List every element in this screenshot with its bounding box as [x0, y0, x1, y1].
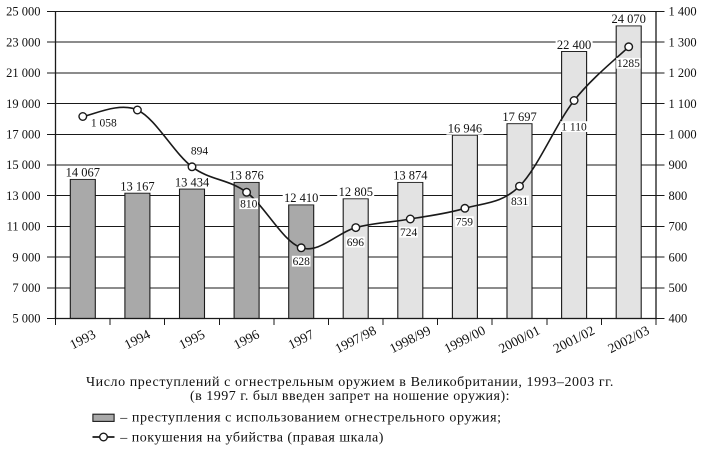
svg-text:– преступления с использование: – преступления с использованием огнестре… [119, 411, 501, 426]
svg-text:759: 759 [456, 217, 474, 229]
svg-text:1 000: 1 000 [669, 128, 697, 142]
svg-text:800: 800 [669, 189, 688, 203]
svg-text:(в 1997 г. был введен запрет н: (в 1997 г. был введен запрет на ношение … [190, 389, 510, 404]
svg-text:700: 700 [669, 220, 688, 234]
svg-text:1 058: 1 058 [91, 117, 117, 129]
svg-text:1 400: 1 400 [669, 5, 697, 19]
svg-text:810: 810 [240, 199, 258, 211]
svg-text:1 200: 1 200 [669, 66, 697, 80]
svg-text:600: 600 [669, 250, 688, 264]
svg-text:696: 696 [347, 237, 365, 249]
svg-text:17 697: 17 697 [502, 110, 536, 124]
svg-text:19 000: 19 000 [6, 97, 40, 111]
svg-text:17 000: 17 000 [6, 128, 40, 142]
svg-text:831: 831 [511, 196, 529, 208]
svg-text:11 000: 11 000 [7, 220, 41, 234]
svg-text:25 000: 25 000 [6, 5, 40, 19]
svg-text:13 167: 13 167 [120, 180, 154, 194]
svg-text:12 410: 12 410 [284, 191, 318, 205]
svg-text:724: 724 [400, 227, 418, 239]
svg-text:5 000: 5 000 [12, 312, 40, 326]
svg-text:21 000: 21 000 [6, 66, 40, 80]
svg-text:23 000: 23 000 [6, 35, 40, 49]
svg-text:628: 628 [293, 256, 311, 268]
svg-text:16 946: 16 946 [448, 122, 482, 136]
svg-text:13 876: 13 876 [229, 169, 263, 183]
svg-text:– покушения на убийства (права: – покушения на убийства (правая шкала) [119, 430, 384, 445]
svg-text:500: 500 [669, 281, 688, 295]
svg-text:1285: 1285 [617, 58, 640, 70]
svg-text:900: 900 [669, 158, 688, 172]
svg-text:400: 400 [669, 312, 688, 326]
svg-text:1 110: 1 110 [561, 122, 587, 134]
svg-text:24 070: 24 070 [612, 12, 646, 26]
svg-text:13 000: 13 000 [6, 189, 40, 203]
svg-text:1 100: 1 100 [669, 97, 697, 111]
svg-text:12 805: 12 805 [339, 185, 373, 199]
svg-text:894: 894 [191, 145, 209, 157]
svg-text:22 400: 22 400 [557, 38, 591, 52]
svg-text:Число преступлений с огнестрел: Число преступлений с огнестрельным оружи… [86, 375, 614, 390]
svg-text:9 000: 9 000 [12, 250, 40, 264]
svg-text:14 067: 14 067 [66, 166, 100, 180]
svg-text:7 000: 7 000 [12, 281, 40, 295]
svg-text:13 434: 13 434 [175, 175, 210, 189]
svg-text:13 874: 13 874 [393, 169, 428, 183]
svg-text:1 300: 1 300 [669, 35, 697, 49]
svg-text:15 000: 15 000 [6, 158, 40, 172]
